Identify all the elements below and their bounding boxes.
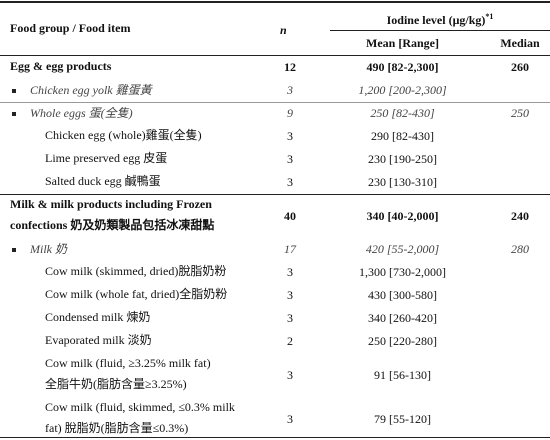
n-value: 3 [287, 265, 293, 279]
subgroup-name: Milk 奶 [30, 242, 67, 256]
food-name: Condensed milk 煉奶 [45, 310, 151, 324]
food-name: Cow milk (fluid, skimmed, ≤0.3% milk [45, 400, 235, 414]
mean-value: 420 [55-2,000] [365, 242, 440, 256]
header-iodine: Iodine level (μg/kg)*1 [330, 6, 550, 31]
mean-value: 430 [300-580] [368, 288, 437, 302]
header-mean: Mean [Range] [366, 36, 439, 50]
mean-value: 230 [130-310] [368, 175, 437, 189]
mean-value: 91 [56-130] [374, 367, 431, 382]
food-name: fat) 脫脂奶(脂肪含量≤0.3%) [45, 421, 189, 435]
median-value: 260 [511, 60, 529, 74]
food-name: Evaporated milk 淡奶 [45, 333, 152, 347]
food-name: confections 奶及奶類製品包括冰凍甜點 [10, 218, 215, 232]
n-value: 40 [284, 208, 296, 223]
mean-value: 340 [40-2,000] [366, 208, 439, 223]
food-name: Milk & milk products including Frozen [10, 197, 212, 211]
bullet [12, 89, 16, 93]
group-rule [0, 194, 550, 195]
bullet [12, 248, 16, 252]
bullet [12, 112, 16, 116]
mean-value: 230 [190-250] [368, 152, 437, 166]
header-food: Food group / Food item [10, 21, 131, 35]
n-value: 12 [284, 60, 296, 74]
iodine-label: Iodine level (μg/kg) [386, 13, 486, 27]
median-value: 280 [511, 242, 529, 256]
n-value: 9 [287, 106, 293, 120]
food-name: 全脂牛奶(脂肪含量≥3.25%) [45, 377, 187, 391]
food-name: Salted duck egg 鹹鴨蛋 [45, 174, 161, 188]
mean-value: 1,200 [200-2,300] [358, 83, 447, 97]
mean-value: 340 [260-420] [368, 311, 437, 325]
mean-value: 250 [82-430] [370, 106, 435, 120]
header-n: n [280, 23, 287, 37]
header-median: Median [500, 36, 540, 50]
subgroup-name: Whole eggs 蛋(全隻) [30, 106, 133, 120]
mean-value: 1,300 [730-2,000] [359, 265, 446, 279]
food-name: Cow milk (skimmed, dried)脫脂奶粉 [45, 264, 227, 278]
subgroup-rule [0, 102, 550, 103]
n-value: 3 [287, 288, 293, 302]
median-value: 240 [511, 208, 529, 223]
food-name: Chicken egg (whole)雞蛋(全隻) [45, 128, 202, 142]
n-value: 3 [287, 175, 293, 189]
bottom-rule [0, 437, 550, 438]
iodine-note: *1 [485, 12, 494, 21]
median-value: 250 [511, 106, 529, 120]
header-span-rule [330, 30, 550, 31]
n-value: 2 [287, 334, 293, 348]
food-name: Lime preserved egg 皮蛋 [45, 151, 168, 165]
n-value: 3 [287, 367, 293, 382]
n-value: 3 [287, 311, 293, 325]
food-name: Egg & egg products [10, 59, 112, 73]
mean-value: 250 [220-280] [368, 334, 437, 348]
food-name: Cow milk (fluid, ≥3.25% milk fat) [45, 356, 211, 370]
mean-value: 79 [55-120] [374, 411, 431, 426]
header-rule [0, 55, 550, 56]
top-rule [0, 1, 550, 3]
n-value: 3 [287, 129, 293, 143]
mean-value: 490 [82-2,300] [366, 60, 439, 74]
n-value: 17 [284, 242, 296, 256]
subgroup-name: Chicken egg yolk 雞蛋黃 [30, 83, 152, 97]
n-value: 3 [287, 152, 293, 166]
n-value: 3 [287, 411, 293, 426]
food-name: Cow milk (whole fat, dried)全脂奶粉 [45, 287, 228, 301]
mean-value: 290 [82-430] [371, 129, 434, 143]
n-value: 3 [287, 83, 293, 97]
